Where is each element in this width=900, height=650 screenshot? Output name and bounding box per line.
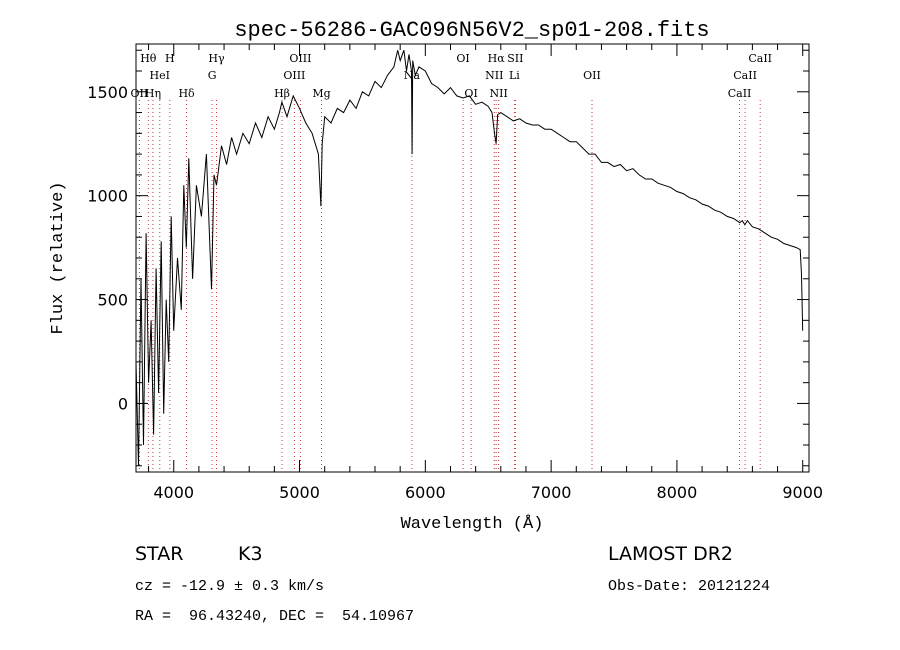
spectral-line-markers bbox=[138, 100, 761, 472]
spectrum-series bbox=[135, 50, 804, 466]
spectral-line-label: OIII bbox=[283, 69, 305, 82]
spectral-line-label: CaII bbox=[733, 69, 757, 82]
x-tick-label: 9000 bbox=[782, 483, 823, 502]
spectral-line-label: Hγ bbox=[208, 52, 225, 65]
spectral-line-label: Hβ bbox=[274, 87, 290, 100]
axis-tick-labels: 4000 5000 6000 7000 8000 9000 0 500 1000 1500 bbox=[87, 83, 823, 502]
y-tick-label: 500 bbox=[97, 291, 128, 310]
x-axis-label: Wavelength (Å) bbox=[401, 515, 544, 534]
x-tick-label: 7000 bbox=[531, 483, 572, 502]
obs-date: Obs-Date: 20121224 bbox=[608, 578, 770, 595]
spectral-line-label: Hα bbox=[488, 52, 506, 65]
spectral-line-label: SII bbox=[507, 52, 523, 65]
x-tick-label: 5000 bbox=[279, 483, 320, 502]
spectral-line-label: NII bbox=[485, 69, 503, 82]
spectral-line-label: NII bbox=[490, 87, 508, 100]
spectral-line-label: Hη bbox=[145, 87, 161, 100]
spectral-line-label: Hθ bbox=[140, 52, 157, 65]
y-tick-label: 0 bbox=[118, 394, 128, 413]
plot-frame bbox=[135, 43, 810, 473]
spectral-line-labels: HθHηOIIHeIHHδHγGHβOIIIOIIIMgNaOIOINIIHαN… bbox=[131, 52, 772, 100]
survey-name: LAMOST DR2 bbox=[608, 543, 733, 565]
spectral-line-label: OII bbox=[583, 69, 601, 82]
x-tick-label: 8000 bbox=[657, 483, 698, 502]
coordinates-text: RA = 96.43240, DEC = 54.10967 bbox=[135, 608, 414, 625]
spectral-line-label: Hδ bbox=[178, 87, 195, 100]
spectral-line-label: Mg bbox=[312, 87, 330, 100]
spectral-line-label: OIII bbox=[289, 52, 311, 65]
object-class: STAR bbox=[135, 543, 183, 565]
y-tick-label: 1000 bbox=[87, 187, 128, 206]
redshift-text: cz = -12.9 ± 0.3 km/s bbox=[135, 578, 324, 595]
spectral-line-label: OII bbox=[131, 87, 149, 100]
x-tick-label: 6000 bbox=[405, 483, 446, 502]
chart-title: spec-56286-GAC096N56V2_sp01-208.fits bbox=[234, 18, 709, 43]
spectral-line-label: G bbox=[208, 69, 217, 82]
y-tick-label: 1500 bbox=[87, 83, 128, 102]
object-subclass: K3 bbox=[238, 543, 263, 565]
x-tick-label: 4000 bbox=[153, 483, 194, 502]
spectral-line-label: Li bbox=[509, 69, 520, 82]
spectral-line-label: HeI bbox=[150, 69, 170, 82]
y-axis-label: Flux (relative) bbox=[49, 181, 68, 334]
spectral-line-label: CaII bbox=[728, 87, 752, 100]
spectral-line-label: H bbox=[165, 52, 175, 65]
spectral-line-label: OI bbox=[456, 52, 469, 65]
axis-ticks bbox=[136, 44, 809, 472]
spectral-line-label: CaII bbox=[748, 52, 772, 65]
